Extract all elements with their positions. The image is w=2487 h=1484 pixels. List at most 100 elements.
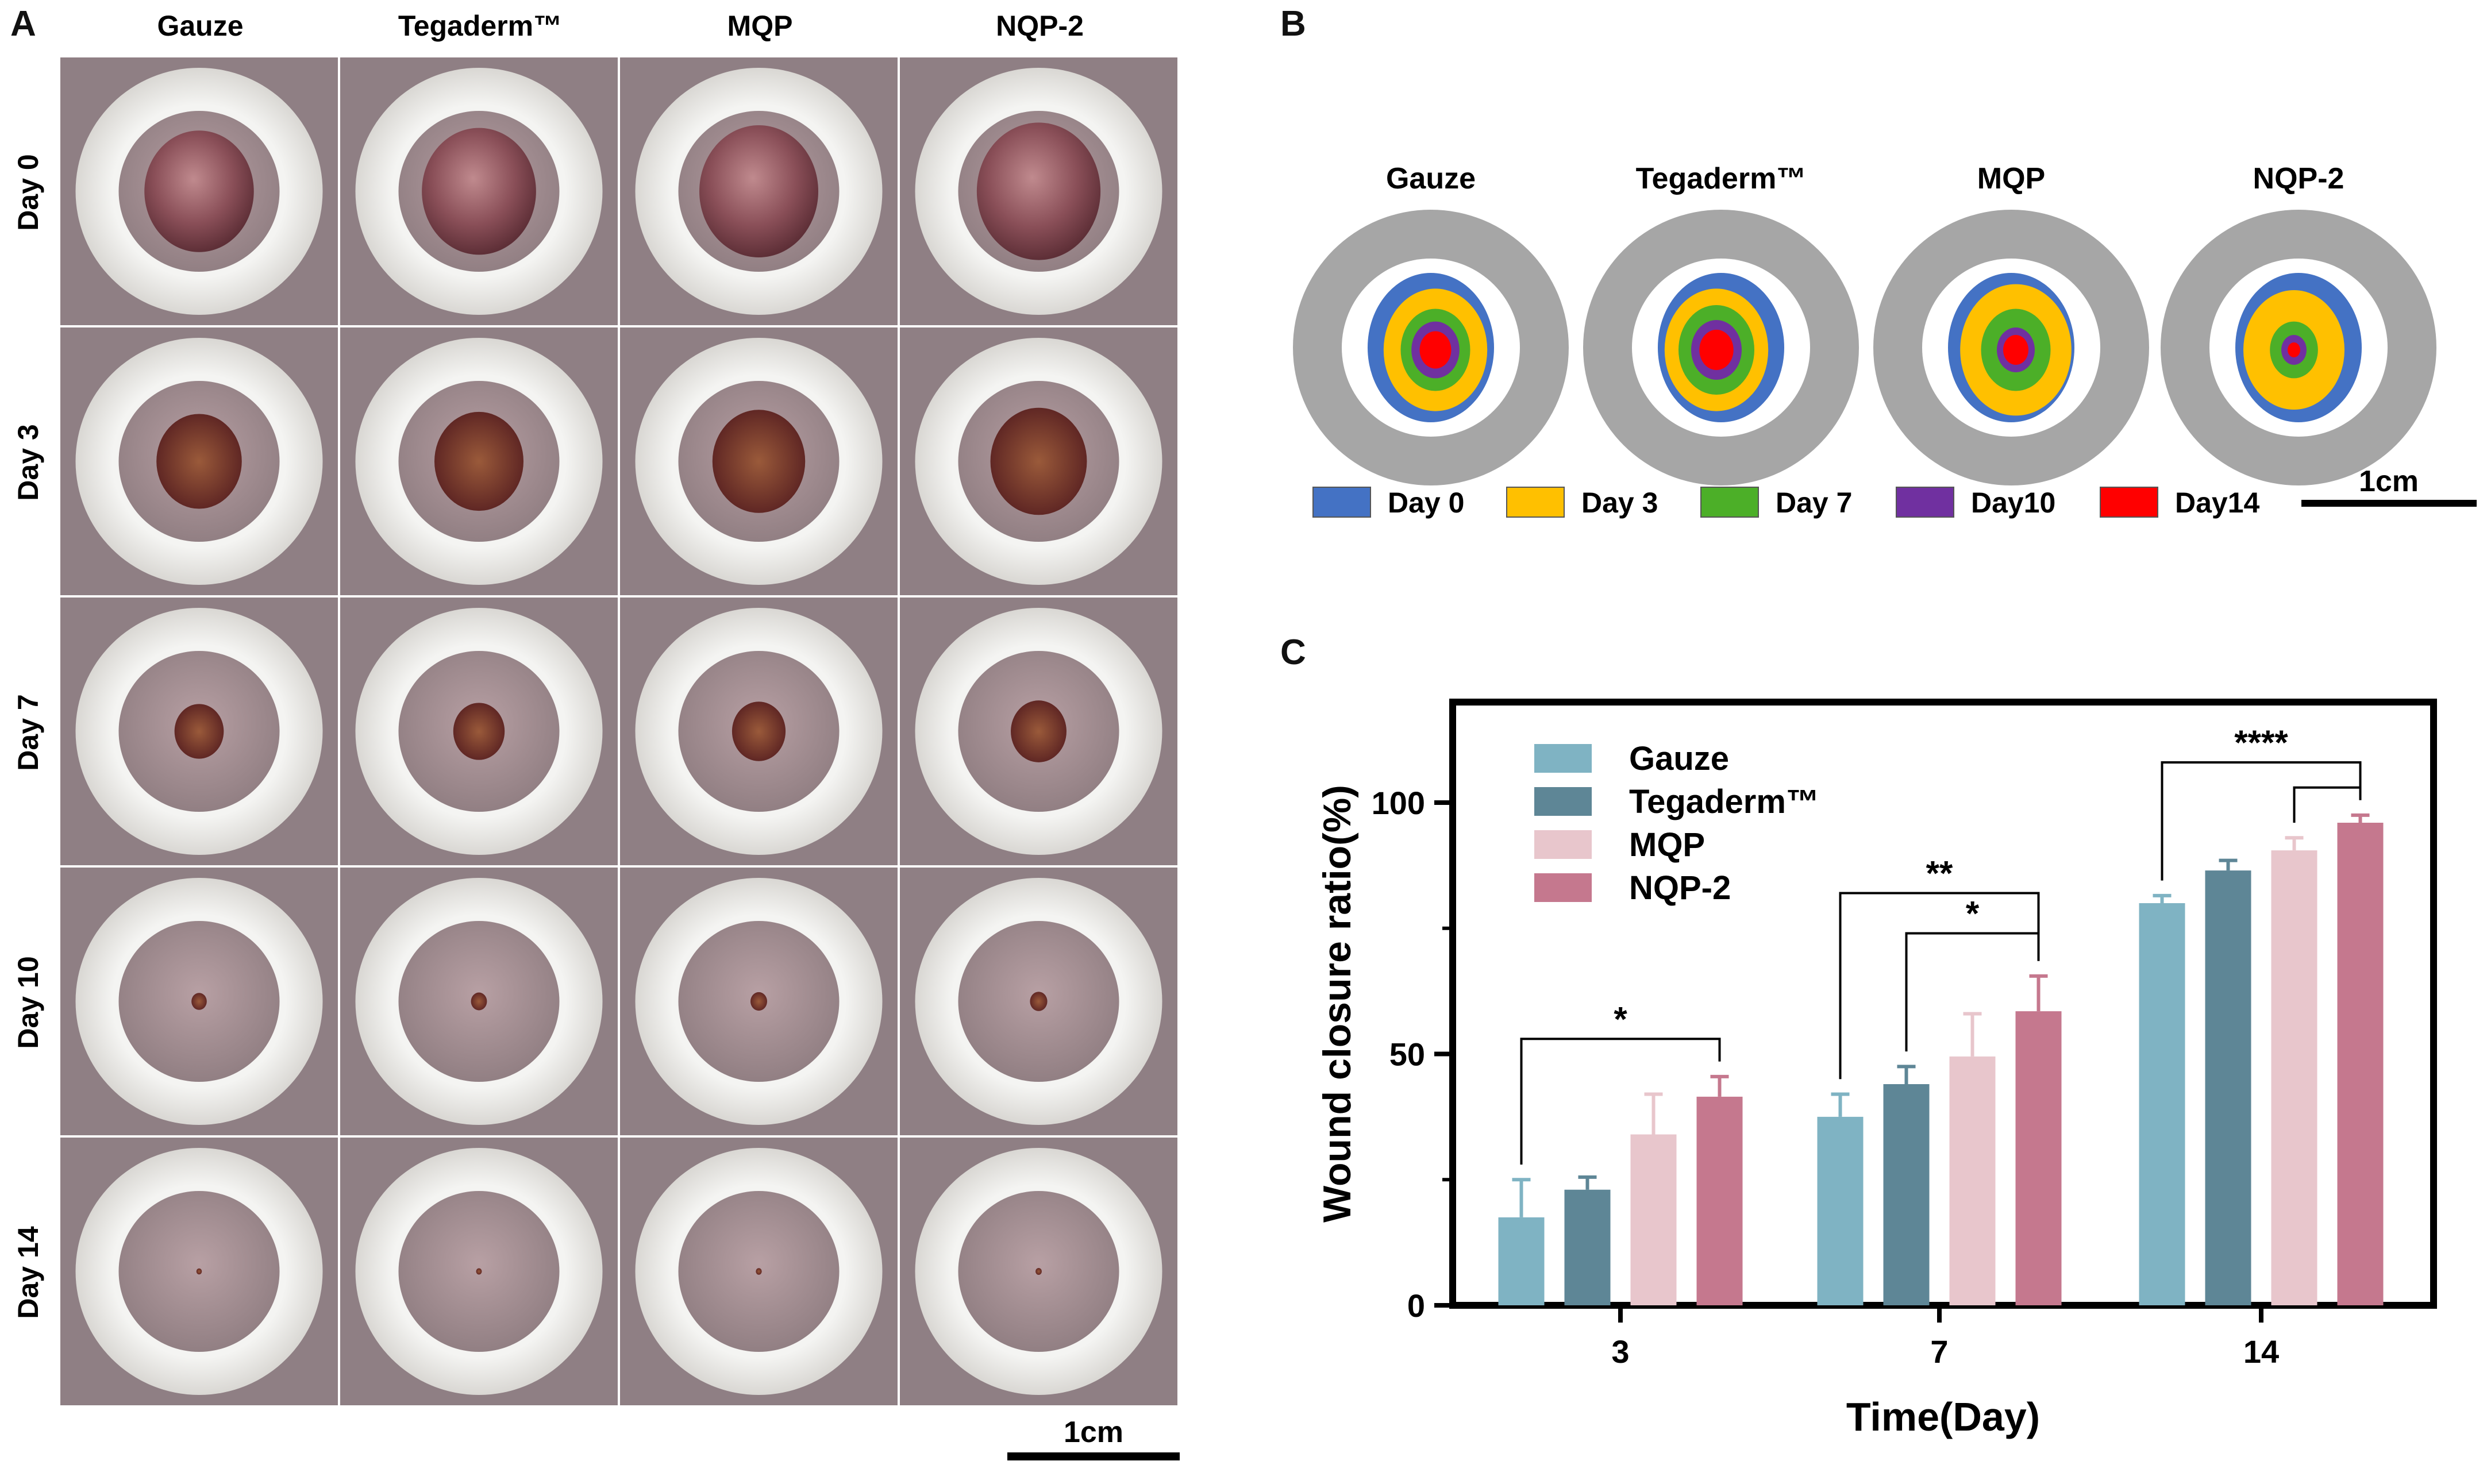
panel-a-col-label-gauze: Gauze bbox=[157, 10, 243, 42]
significance-bracket-4 bbox=[2293, 786, 2362, 823]
significance-bracket-3: **** bbox=[2161, 723, 2362, 881]
error-bar-gauze-14 bbox=[2153, 893, 2172, 903]
x-tick-label-14: 14 bbox=[2243, 1333, 2279, 1370]
panel-a-col-label-mqp: MQP bbox=[727, 10, 793, 42]
photo-day-10-tegaderm bbox=[340, 868, 618, 1135]
wound-trace-tegaderm bbox=[1583, 210, 1859, 485]
bracket-line bbox=[1839, 892, 2040, 1080]
x-axis-label: Time(Day) bbox=[1846, 1394, 2040, 1439]
legend-label-day10: Day10 bbox=[1971, 487, 2055, 519]
wound-area bbox=[453, 703, 505, 760]
wound-area bbox=[750, 992, 767, 1011]
panel-c-bar-chart: 0 50 100 Wound closure ratio(%) Time(Day) 3 7 1… bbox=[1315, 699, 2437, 1439]
wound-area bbox=[1030, 992, 1048, 1011]
wound-area bbox=[156, 414, 242, 509]
trace-day14 bbox=[2003, 335, 2028, 365]
legend-label-day-0: Day 0 bbox=[1388, 487, 1464, 519]
panel-a-row-label-day-14: Day 14 bbox=[12, 1226, 44, 1319]
legend-label-day-3: Day 3 bbox=[1581, 487, 1658, 519]
y-tick-label-0: 0 bbox=[1407, 1288, 1425, 1324]
legend-label-day-7: Day 7 bbox=[1776, 487, 1852, 519]
panel-b-label-gauze: Gauze bbox=[1386, 162, 1476, 195]
error-bar-tegaderm-14 bbox=[2219, 858, 2238, 871]
wound-area bbox=[196, 1268, 202, 1275]
photo-day-14-tegaderm bbox=[340, 1138, 618, 1405]
bar-tegaderm-3 bbox=[1564, 1189, 1611, 1305]
bar-gauze-3 bbox=[1498, 1217, 1545, 1305]
wound-area bbox=[1011, 700, 1067, 762]
photo-day-0-mqp bbox=[620, 57, 898, 325]
photo-day-3-nqp-2 bbox=[900, 327, 1177, 595]
wound-area bbox=[976, 122, 1101, 260]
error-bar-gauze-7 bbox=[1831, 1092, 1850, 1117]
legend-item-gauze: Gauze bbox=[1534, 740, 1729, 777]
wound-area bbox=[732, 701, 786, 761]
error-bar-nqp-2-3 bbox=[1710, 1074, 1729, 1097]
legend-label-gauze: Gauze bbox=[1629, 740, 1729, 777]
trace-day14 bbox=[1419, 331, 1452, 369]
photo-day-0-tegaderm bbox=[340, 57, 618, 325]
legend-swatch-day14 bbox=[2100, 487, 2158, 518]
legend-label-mqp: MQP bbox=[1629, 826, 1705, 864]
panel-a-row-label-day-0: Day 0 bbox=[12, 154, 44, 230]
legend-label-day14: Day14 bbox=[2175, 487, 2260, 519]
legend-item-day-0: Day 0 bbox=[1312, 487, 1464, 519]
panel-b-letter: B bbox=[1280, 4, 1306, 44]
bar-gauze-7 bbox=[1817, 1116, 1864, 1305]
legend-swatch-gauze bbox=[1534, 744, 1592, 773]
x-tick-label-3: 3 bbox=[1611, 1333, 1629, 1370]
panel-a-scale-label: 1cm bbox=[1064, 1416, 1123, 1449]
bar-tegaderm-7 bbox=[1883, 1084, 1930, 1305]
panel-b: Gauze Tegaderm™ MQP NQP-2 Day 0 Day 3 Day 7 Day… bbox=[1293, 162, 2477, 519]
wound-area bbox=[434, 411, 524, 511]
error-bar-mqp-14 bbox=[2285, 836, 2304, 851]
panel-b-scale-label: 1cm bbox=[2359, 465, 2419, 498]
panel-b-label-nqp-2: NQP-2 bbox=[2253, 162, 2344, 195]
legend-swatch-day-0 bbox=[1312, 487, 1371, 518]
panel-a-scale-bar bbox=[1007, 1452, 1180, 1460]
legend-item-day10: Day10 bbox=[1896, 487, 2055, 519]
wound-area bbox=[422, 128, 536, 255]
bar-mqp-7 bbox=[1949, 1056, 1996, 1305]
bar-nqp-2-14 bbox=[2337, 823, 2384, 1305]
significance-label-2: * bbox=[1966, 895, 1980, 933]
legend-item-tegaderm: Tegaderm™ bbox=[1534, 783, 1819, 820]
photo-day-10-gauze bbox=[60, 868, 338, 1135]
panel-a-row-label-day-7: Day 7 bbox=[12, 694, 44, 770]
bar-gauze-14 bbox=[2139, 903, 2185, 1305]
photo-day-7-gauze bbox=[60, 598, 338, 865]
photo-day-7-tegaderm bbox=[340, 598, 618, 865]
significance-label-3: **** bbox=[2234, 723, 2288, 762]
panel-b-label-mqp: MQP bbox=[1977, 162, 2045, 195]
error-bar-mqp-3 bbox=[1644, 1092, 1663, 1135]
bar-nqp-2-3 bbox=[1696, 1096, 1743, 1305]
legend-swatch-nqp-2 bbox=[1534, 873, 1592, 902]
bar-mqp-3 bbox=[1630, 1134, 1677, 1305]
wound-area bbox=[476, 1268, 482, 1275]
significance-bracket-0: * bbox=[1520, 1000, 1721, 1165]
panel-a-col-label-nqp-2: NQP-2 bbox=[996, 10, 1084, 42]
wound-area bbox=[144, 130, 254, 252]
photo-day-3-gauze bbox=[60, 327, 338, 595]
legend-swatch-tegaderm bbox=[1534, 787, 1592, 816]
photo-day-0-gauze bbox=[60, 57, 338, 325]
significance-label-0: * bbox=[1614, 1000, 1627, 1038]
wound-trace-gauze bbox=[1293, 210, 1569, 485]
wound-area bbox=[756, 1268, 762, 1275]
wound-area bbox=[1035, 1268, 1042, 1275]
photo-day-14-nqp-2 bbox=[900, 1138, 1177, 1405]
bracket-line bbox=[1520, 1038, 1721, 1165]
legend-swatch-day-3 bbox=[1506, 487, 1565, 518]
bar-nqp-2-7 bbox=[2015, 1011, 2062, 1305]
legend-swatch-day-7 bbox=[1700, 487, 1759, 518]
error-bar-gauze-3 bbox=[1512, 1178, 1531, 1217]
wound-area bbox=[712, 410, 806, 513]
wound-area bbox=[174, 704, 224, 759]
bracket-line bbox=[1905, 932, 2040, 1052]
photo-day-10-nqp-2 bbox=[900, 868, 1177, 1135]
trace-day14 bbox=[1699, 329, 1734, 371]
legend-label-tegaderm: Tegaderm™ bbox=[1629, 783, 1819, 820]
wound-area bbox=[471, 992, 487, 1011]
bar-tegaderm-14 bbox=[2205, 870, 2251, 1305]
